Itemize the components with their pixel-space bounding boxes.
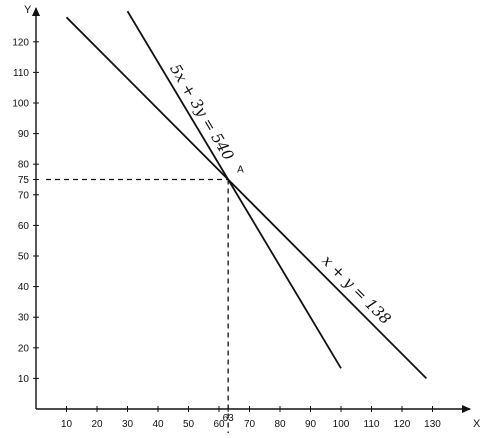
series-label-1-group: 5x + 3y = 540 xyxy=(166,61,238,164)
y-tick-label: 110 xyxy=(13,68,29,79)
x-tick-label: 50 xyxy=(183,419,195,430)
series-label-2-group: x + y = 138 xyxy=(318,252,394,328)
y-tick-label: 70 xyxy=(18,190,30,201)
y-axis-label: Y xyxy=(24,4,32,16)
y-tick-label: 10 xyxy=(18,374,30,385)
x-tick-label: 20 xyxy=(91,419,103,430)
x-tick-label: 130 xyxy=(424,419,441,430)
series-line-1 xyxy=(126,10,342,369)
x-tick-label: 90 xyxy=(305,419,317,430)
y-tick-label: 60 xyxy=(18,221,30,232)
series-lines xyxy=(65,10,428,380)
guide-lines xyxy=(46,178,229,433)
y-tick-label: 90 xyxy=(18,129,30,140)
y-tick-label: 80 xyxy=(18,160,30,171)
x-tick-label: 110 xyxy=(364,419,380,430)
y-tick-label: 75 xyxy=(18,175,30,186)
x-tick-label: 30 xyxy=(122,419,134,430)
x-tick-label: 70 xyxy=(244,419,256,430)
point-a-label: A xyxy=(237,165,244,176)
y-tick-label: 120 xyxy=(12,37,29,48)
x-axis-label: X xyxy=(473,418,481,430)
y-tick-label: 50 xyxy=(18,252,30,263)
x-tick-label: 80 xyxy=(274,419,286,430)
x-tick-label: 120 xyxy=(394,419,411,430)
series-label-2: x + y = 138 xyxy=(318,252,394,328)
x-tick-label: 100 xyxy=(333,419,350,430)
x-tick-label: 40 xyxy=(152,419,164,430)
y-tick-label: 30 xyxy=(18,313,30,324)
series-label-1: 5x + 3y = 540 xyxy=(166,61,238,164)
y-tick-label: 100 xyxy=(12,99,29,110)
axes xyxy=(32,7,471,413)
x-tick-label: 60 xyxy=(213,419,225,430)
x-tick-label: 63 xyxy=(223,413,235,424)
x-tick-label: 10 xyxy=(61,419,73,430)
series-line-2 xyxy=(65,16,428,380)
y-tick-label: 40 xyxy=(18,282,30,293)
y-tick-label: 20 xyxy=(18,343,30,354)
